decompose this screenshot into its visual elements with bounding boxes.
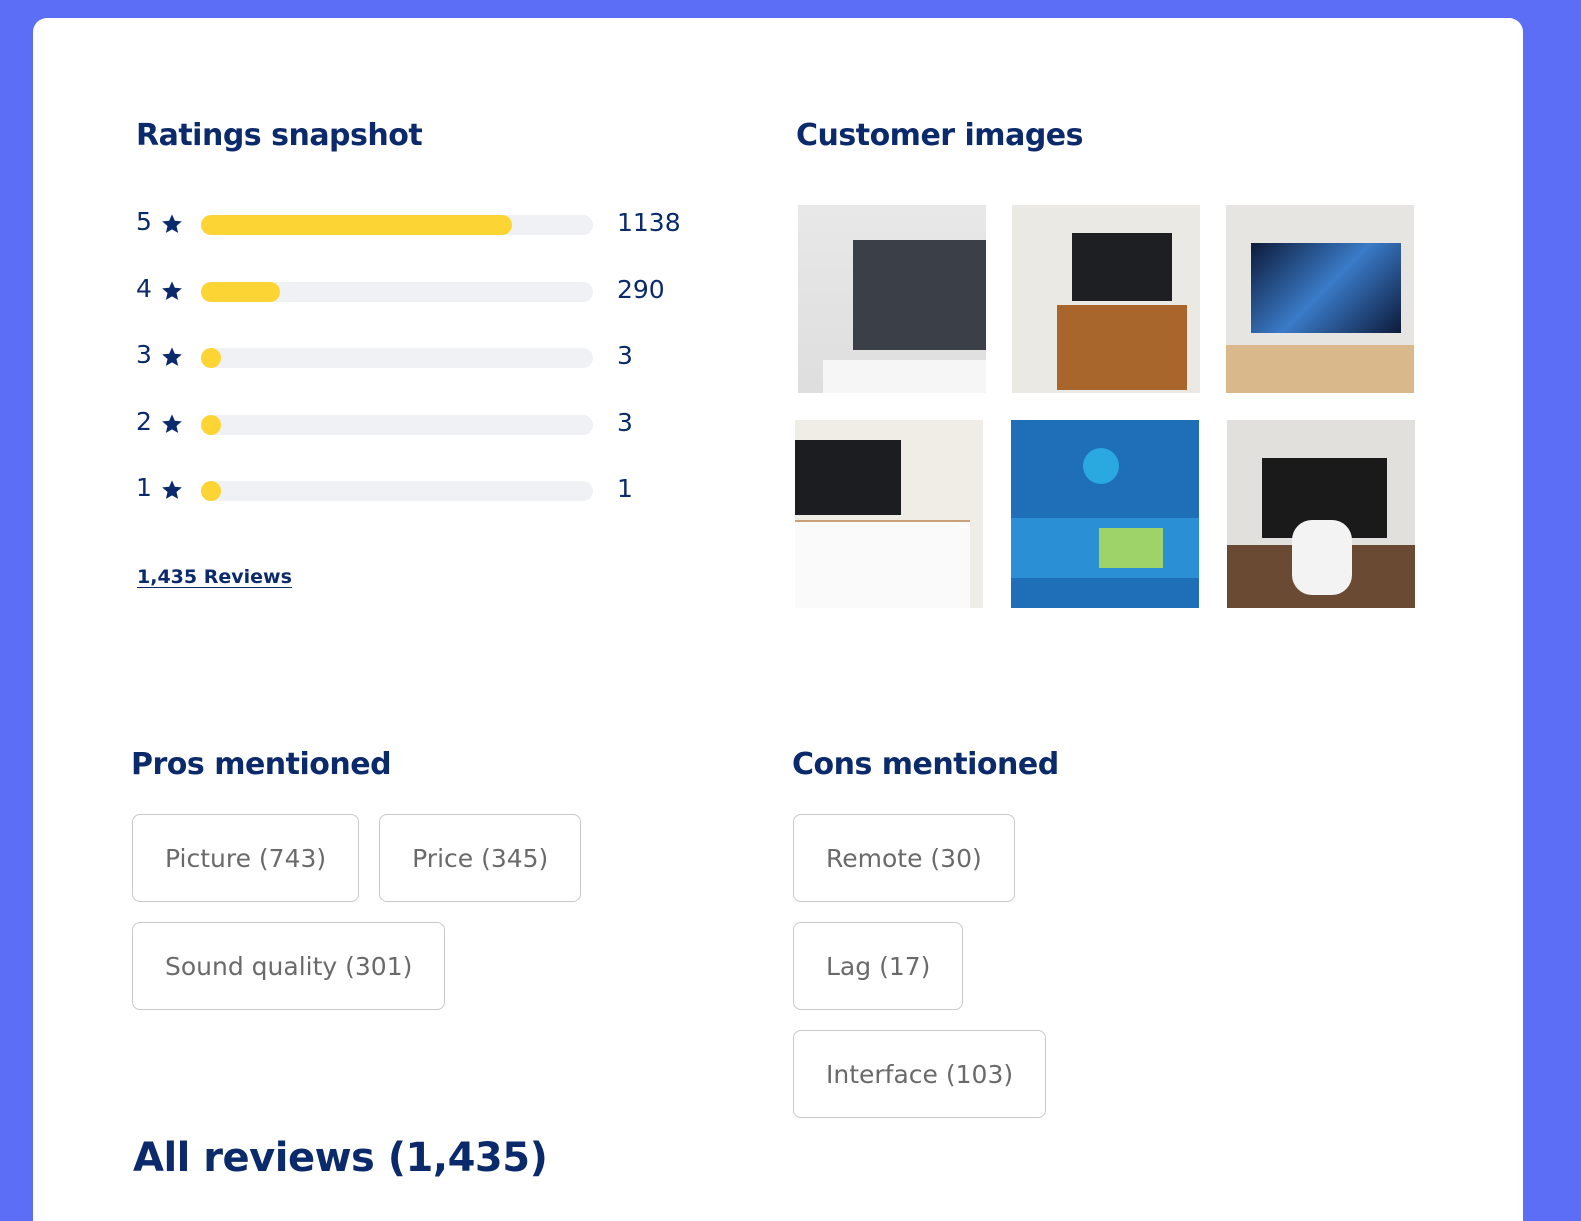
bar-fill [201,481,221,501]
bar-track [201,481,593,501]
star-icon [162,214,182,233]
section-title: Customer images [796,118,1084,153]
bar-track [201,215,593,235]
bar-track [201,281,593,302]
section-title: Pros mentioned [131,747,392,782]
bar-fill [201,414,221,435]
rating-row[interactable]: 5 1138 [136,205,696,245]
customer-image[interactable] [1012,205,1200,393]
chip[interactable]: Remote (30) [793,814,1015,902]
customer-image[interactable] [1227,420,1415,608]
customer-image[interactable] [795,420,983,608]
count: 3 [617,341,633,370]
bar-track [201,414,593,435]
star-level: 2 [136,406,152,436]
star-icon [162,480,182,499]
bar-fill [201,215,512,235]
star-icon [162,413,182,433]
section-title: All reviews (1,435) [133,1135,548,1181]
star-level: 3 [136,340,152,369]
section-title: Cons mentioned [792,747,1059,782]
star-icon [162,347,182,366]
chip[interactable]: Price (345) [379,814,582,902]
rating-row[interactable]: 4 290 [136,272,696,312]
star-level: 1 [136,473,152,502]
chip[interactable]: Interface (103) [793,1030,1047,1118]
customer-image[interactable] [1011,420,1199,608]
section-title: Ratings snapshot [136,118,423,153]
count: 1 [617,474,633,503]
chip[interactable]: Picture (743) [132,814,360,902]
card: Ratings snapshot 5 1138 4 290 3 3 2 3 1 1 1,435 R… [33,18,1523,1221]
chip-list: Remote (30) Lag (17) Interface (103) [793,814,1193,1118]
reviews-link[interactable]: 1,435 Reviews [137,566,292,588]
bar-track [201,348,593,368]
chip[interactable]: Sound quality (301) [132,922,446,1010]
customer-image[interactable] [798,205,986,393]
chip[interactable]: Lag (17) [793,922,964,1010]
star-level: 5 [136,207,152,236]
count: 1138 [617,208,681,237]
count: 3 [617,407,633,437]
star-level: 4 [136,273,152,303]
count: 290 [617,274,665,304]
customer-image[interactable] [1226,205,1414,393]
star-icon [162,280,182,300]
bar-fill [201,281,281,302]
chip-list: Picture (743) Price (345) Sound quality (3… [132,814,582,1010]
bar-fill [201,348,221,368]
